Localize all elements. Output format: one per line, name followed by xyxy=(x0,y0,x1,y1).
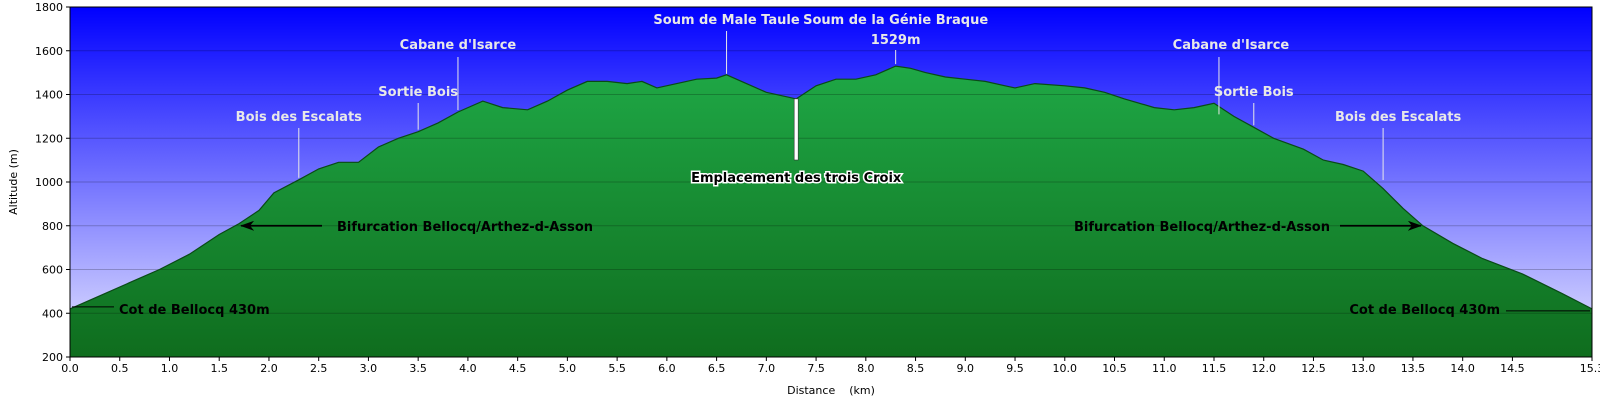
x-tick-label: 7.5 xyxy=(807,362,825,375)
label-sortie-bois-right: Sortie Bois xyxy=(1214,85,1294,100)
x-tick-label: 0.0 xyxy=(61,362,79,375)
x-tick-label: 8.0 xyxy=(857,362,875,375)
label-bois-des-escalats-right: Bois des Escalats xyxy=(1335,110,1461,125)
x-tick-label: 12.0 xyxy=(1251,362,1276,375)
y-tick-label: 400 xyxy=(42,307,63,320)
y-tick-label: 1200 xyxy=(35,132,63,145)
label-cot-de-bellocq-left: Cot de Bellocq 430m xyxy=(119,303,270,318)
x-tick-label: 10.5 xyxy=(1102,362,1127,375)
label-bois-des-escalats-left: Bois des Escalats xyxy=(236,110,362,125)
x-tick-label: 2.5 xyxy=(310,362,328,375)
x-tick-label: 7.0 xyxy=(758,362,776,375)
label-soum-de-la-genie-braque: Soum de la Génie Braque xyxy=(803,13,988,28)
x-tick-label: 3.0 xyxy=(360,362,378,375)
label-cabane-disarce-left: Cabane d'Isarce xyxy=(400,38,517,53)
x-tick-label: 4.0 xyxy=(459,362,477,375)
x-tick-label: 9.5 xyxy=(1006,362,1024,375)
label-sortie-bois-left: Sortie Bois xyxy=(378,85,458,100)
x-tick-label: 15.3 xyxy=(1580,362,1600,375)
x-tick-label: 0.5 xyxy=(111,362,129,375)
y-tick-label: 1800 xyxy=(35,1,63,14)
y-tick-label: 600 xyxy=(42,264,63,277)
label-bifurcation-right: Bifurcation Bellocq/Arthez-d-Asson xyxy=(1074,220,1330,235)
x-tick-label: 1.0 xyxy=(161,362,179,375)
x-tick-label: 14.5 xyxy=(1500,362,1525,375)
x-tick-label: 13.5 xyxy=(1401,362,1426,375)
label-bifurcation-left: Bifurcation Bellocq/Arthez-d-Asson xyxy=(337,220,593,235)
label-cot-de-bellocq-right: Cot de Bellocq 430m xyxy=(1349,303,1500,318)
x-tick-label: 4.5 xyxy=(509,362,527,375)
x-tick-label: 14.0 xyxy=(1450,362,1475,375)
y-tick-label: 800 xyxy=(42,220,63,233)
x-tick-label: 1.5 xyxy=(210,362,228,375)
y-axis-title: Altitude (m) xyxy=(7,149,20,215)
x-tick-label: 5.5 xyxy=(608,362,626,375)
x-tick-label: 13.0 xyxy=(1351,362,1376,375)
x-tick-label: 11.5 xyxy=(1202,362,1227,375)
elevation-line xyxy=(69,65,1593,310)
y-tick-label: 200 xyxy=(42,351,63,364)
label-emplacement-trois-croix: Emplacement des trois Croix xyxy=(691,171,902,186)
y-tick-label: 1600 xyxy=(35,45,63,58)
label-soum-de-male-taule: Soum de Male Taule xyxy=(653,13,799,28)
x-tick-label: 8.5 xyxy=(907,362,925,375)
x-tick-label: 11.0 xyxy=(1152,362,1177,375)
x-axis-title: Distance (km) xyxy=(787,384,875,397)
x-tick-label: 2.0 xyxy=(260,362,278,375)
x-tick-label: 10.0 xyxy=(1053,362,1078,375)
x-tick-label: 6.5 xyxy=(708,362,726,375)
elevation-area xyxy=(70,66,1592,357)
label-cabane-disarce-right: Cabane d'Isarce xyxy=(1173,38,1290,53)
x-tick-label: 6.0 xyxy=(658,362,676,375)
x-tick-label: 5.0 xyxy=(559,362,577,375)
y-tick-label: 1400 xyxy=(35,89,63,102)
x-tick-label: 9.0 xyxy=(957,362,975,375)
label-summit-altitude: 1529m xyxy=(871,33,921,48)
marker-trois-croix xyxy=(793,98,799,161)
y-tick-label: 1000 xyxy=(35,176,63,189)
x-tick-label: 3.5 xyxy=(409,362,427,375)
x-tick-label: 12.5 xyxy=(1301,362,1326,375)
